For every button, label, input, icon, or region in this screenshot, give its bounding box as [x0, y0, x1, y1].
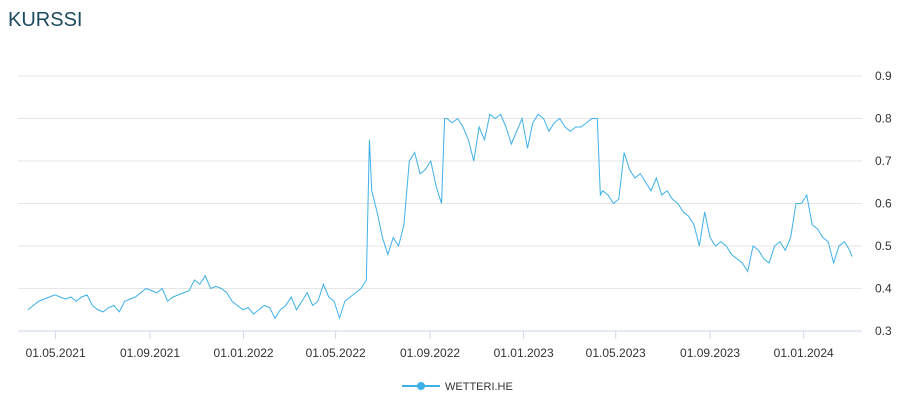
x-tick-label: 01.05.2023 [586, 346, 646, 360]
x-tick-label: 01.05.2022 [306, 346, 366, 360]
x-tick-label: 01.09.2023 [680, 346, 740, 360]
chart-title: KURSSI [8, 9, 82, 31]
y-tick-label: 0.4 [875, 282, 892, 296]
y-tick-label: 0.6 [875, 197, 892, 211]
x-tick-label: 01.01.2023 [494, 346, 554, 360]
x-tick-label: 01.05.2021 [26, 346, 86, 360]
y-tick-label: 0.3 [875, 324, 892, 338]
line [27, 113, 853, 320]
y-tick-label: 0.8 [875, 112, 892, 126]
legend-marker [417, 382, 425, 390]
legend-label: WETTERI.HE [445, 381, 513, 393]
x-tick-label: 01.01.2024 [774, 346, 834, 360]
y-tick-label: 0.5 [875, 239, 892, 253]
x-tick-label: 01.09.2022 [400, 346, 460, 360]
y-tick-label: 0.7 [875, 154, 892, 168]
y-tick-label: 0.9 [875, 69, 892, 83]
x-tick-label: 01.01.2022 [214, 346, 274, 360]
x-tick-label: 01.09.2021 [120, 346, 180, 360]
